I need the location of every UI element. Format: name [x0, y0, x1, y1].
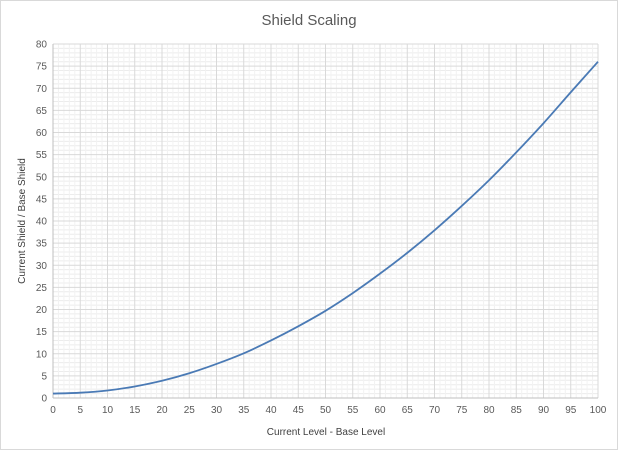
x-tick-label: 5: [77, 405, 83, 416]
y-tick-label: 75: [36, 62, 48, 73]
x-tick-label: 65: [402, 405, 414, 416]
x-tick-label: 60: [374, 405, 386, 416]
x-tick-label: 25: [184, 405, 196, 416]
y-tick-label: 45: [36, 194, 48, 205]
x-tick-label: 0: [50, 405, 56, 416]
x-tick-label: 30: [211, 405, 223, 416]
x-tick-label: 70: [429, 405, 441, 416]
y-tick-label: 55: [36, 150, 48, 161]
series-layer: [52, 61, 599, 395]
x-tick-label: 45: [293, 405, 305, 416]
chart-title: Shield Scaling: [261, 12, 356, 29]
grid: [52, 43, 599, 399]
y-tick-label: 70: [36, 84, 48, 95]
x-tick-label: 50: [320, 405, 332, 416]
x-tick-label: 100: [590, 405, 607, 416]
x-tick-label: 40: [265, 405, 277, 416]
y-tick-label: 65: [36, 106, 48, 117]
x-tick-label: 80: [483, 405, 495, 416]
x-tick-label: 85: [511, 405, 523, 416]
y-tick-label: 35: [36, 239, 48, 250]
y-tick-label: 10: [36, 349, 48, 360]
x-tick-label: 95: [565, 405, 577, 416]
x-tick-label: 75: [456, 405, 468, 416]
x-tick-label: 35: [238, 405, 250, 416]
y-tick-label: 40: [36, 217, 48, 228]
tick-labels: 0 5 10 15 20 25 30 35 40 45 50 55 60 65 70 75 80 0 5 10 15 20…: [36, 40, 607, 417]
x-tick-label: 90: [538, 405, 550, 416]
y-tick-label: 30: [36, 261, 48, 272]
y-axis-title: Current Shield / Base Shield: [17, 158, 28, 284]
y-tick-label: 20: [36, 305, 48, 316]
y-tick-label: 15: [36, 327, 48, 338]
y-tick-label: 0: [41, 394, 47, 405]
y-tick-label: 60: [36, 128, 48, 139]
y-tick-label: 80: [36, 40, 48, 51]
x-tick-label: 15: [129, 405, 141, 416]
x-axis-title: Current Level - Base Level: [267, 427, 385, 438]
x-tick-label: 10: [102, 405, 114, 416]
axes: [52, 44, 598, 399]
y-tick-label: 5: [41, 371, 47, 382]
x-tick-label: 55: [347, 405, 359, 416]
y-tick-label: 25: [36, 283, 48, 294]
y-tick-label: 50: [36, 172, 48, 183]
series-line-0: [52, 61, 599, 395]
x-tick-label: 20: [156, 405, 168, 416]
